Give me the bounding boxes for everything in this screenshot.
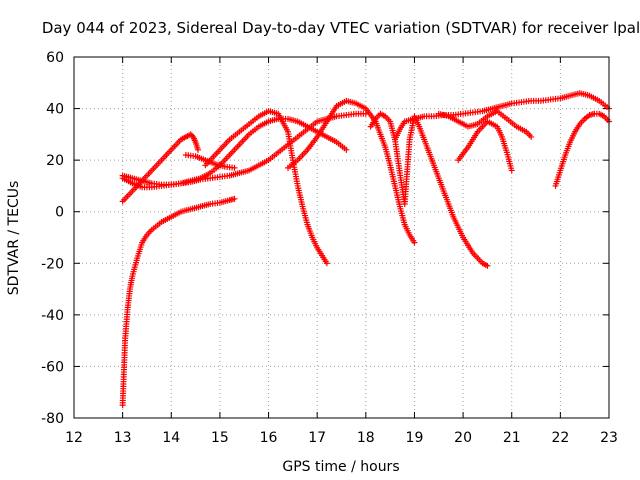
data-point — [343, 146, 350, 153]
series-arc-4 — [119, 115, 350, 188]
data-point — [231, 164, 238, 171]
axes: 12 13 14 15 16 17 18 19 20 21 22 23 -80 -60 -40 -20 0 20 4… — [41, 50, 618, 446]
data-point — [323, 260, 330, 267]
y-tick-label: 60 — [46, 50, 64, 66]
y-tick-label: -20 — [41, 256, 64, 272]
data-point — [188, 132, 195, 139]
y-axis-label: SDTVAR / TECUs — [6, 181, 22, 296]
data-series — [119, 90, 612, 409]
series-arc-11 — [435, 108, 535, 140]
x-axis-label: GPS time / hours — [282, 459, 399, 475]
series-arc-12 — [552, 110, 612, 189]
y-tick-label: 0 — [55, 205, 64, 221]
data-point — [411, 239, 418, 246]
x-tick-label: 22 — [551, 430, 569, 446]
y-tick-label: 20 — [46, 153, 64, 169]
x-tick-label: 15 — [211, 430, 229, 446]
series-arc-10 — [455, 118, 515, 174]
data-point — [508, 167, 515, 174]
series-arc-5 — [182, 151, 238, 171]
y-tick-label: -80 — [41, 411, 64, 427]
x-tick-label: 19 — [406, 430, 424, 446]
plot-frame — [73, 56, 610, 419]
x-tick-label: 21 — [503, 430, 521, 446]
x-tick-label: 20 — [454, 430, 472, 446]
y-tick-label: 40 — [46, 102, 64, 118]
chart-title: Day 044 of 2023, Sidereal Day-to-day VTE… — [42, 19, 640, 37]
x-tick-label: 17 — [308, 430, 326, 446]
data-point — [231, 195, 238, 202]
x-tick-label: 18 — [357, 430, 375, 446]
x-tick-label: 12 — [65, 430, 83, 446]
x-tick-label: 23 — [600, 430, 618, 446]
x-tick-label: 13 — [114, 430, 132, 446]
series-arc-8 — [367, 110, 491, 269]
x-tick-label: 14 — [162, 430, 180, 446]
data-point — [195, 146, 202, 153]
series-arc-6 — [202, 108, 330, 267]
series-arc-2 — [119, 131, 202, 205]
y-tick-label: -60 — [41, 359, 64, 375]
x-tick-label: 16 — [260, 430, 278, 446]
y-tick-label: -40 — [41, 308, 64, 324]
data-point — [484, 262, 491, 269]
series-arc-1 — [119, 195, 238, 409]
data-point — [528, 133, 535, 140]
